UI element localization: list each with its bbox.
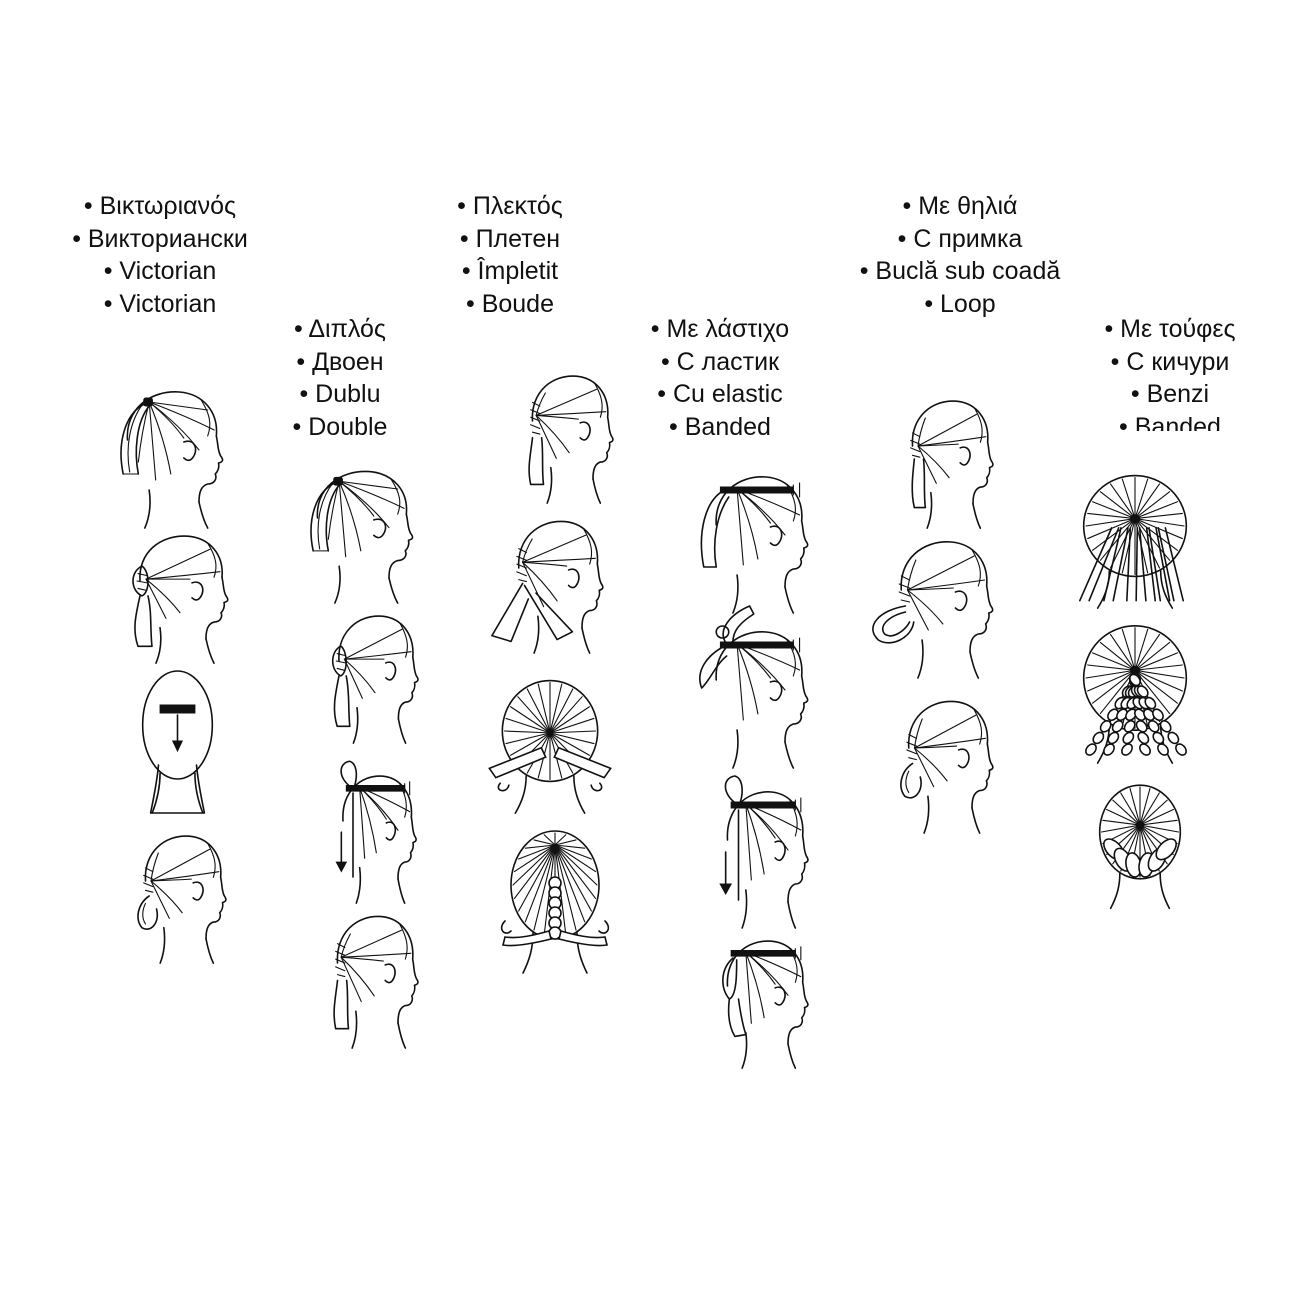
braided-step-3-illustration: [485, 675, 615, 815]
label-greek: • Διπλός: [294, 315, 386, 343]
label-group-elastic: • Με λάστιχο • С ластик • Cu elastic • B…: [651, 313, 789, 443]
label-english: • Boude: [465, 289, 554, 318]
label-group-loop: • Με θηλιά • С примка • Buclă sub coadă …: [860, 190, 1061, 320]
elastic-step-1-illustration: [685, 465, 810, 615]
double-step-3-illustration: [318, 765, 418, 905]
label-english: • Banded: [1119, 412, 1221, 432]
label-group-double: • Διπλός • Двоен • Dublu • Double: [293, 313, 388, 443]
braided-step-2-illustration: [490, 510, 605, 655]
victorian-step-3-illustration: [130, 665, 225, 815]
loop-step-2-illustration: [870, 530, 995, 680]
label-english: • Banded: [669, 412, 771, 441]
label-bulgarian: • Плетен: [459, 224, 561, 253]
label-group-tufts: • Με τούφες • С кичури • Benzi • Banded: [1104, 313, 1235, 431]
label-group-braided: • Πλεκτός • Плетен • Împletit • Boude: [457, 190, 563, 320]
label-greek: • Με λάστιχο: [650, 315, 790, 343]
victorian-step-4-illustration: [118, 825, 228, 965]
label-romanian: • Benzi: [1130, 380, 1210, 408]
label-greek: • Πλεκτός: [457, 192, 563, 220]
double-step-1-illustration: [285, 460, 415, 605]
label-bulgarian: • С кичури: [1110, 347, 1230, 376]
label-romanian: • Împletit: [461, 257, 559, 285]
label-english: • Loop: [924, 289, 996, 318]
label-english: • Victorian: [103, 289, 217, 318]
loop-step-1-illustration: [885, 390, 995, 530]
label-bulgarian: • Двоен: [296, 347, 384, 376]
double-step-2-illustration: [312, 605, 420, 745]
label-bulgarian: • С примка: [897, 224, 1023, 253]
victorian-step-1-illustration: [95, 380, 225, 530]
label-greek: • Βικτωριανός: [83, 192, 237, 220]
loop-step-3-illustration: [880, 690, 995, 835]
double-step-4-illustration: [310, 905, 420, 1050]
label-romanian: • Buclă sub coadă: [859, 257, 1061, 285]
label-greek: • Με τούφες: [1104, 315, 1236, 343]
tufts-step-1-illustration: [1065, 470, 1205, 610]
label-bulgarian: • Викториански: [72, 224, 248, 253]
label-greek: • Με θηλιά: [902, 192, 1018, 220]
elastic-step-2-illustration: [685, 620, 810, 770]
label-romanian: • Cu elastic: [657, 380, 783, 408]
tufts-step-2-illustration: [1065, 620, 1205, 765]
braided-step-4-illustration: [495, 825, 615, 975]
tufts-step-3-illustration: [1085, 780, 1195, 910]
braided-step-1-illustration: [505, 365, 615, 505]
label-english: • Double: [292, 412, 388, 441]
label-romanian: • Victorian: [103, 257, 217, 285]
label-romanian: • Dublu: [299, 380, 381, 408]
elastic-step-3-illustration: [700, 780, 810, 930]
label-bulgarian: • С ластик: [660, 347, 780, 376]
elastic-step-4-illustration: [700, 930, 810, 1070]
label-group-victorian: • Βικτωριανός • Викториански • Victorian…: [72, 190, 248, 320]
victorian-step-2-illustration: [110, 525, 230, 665]
